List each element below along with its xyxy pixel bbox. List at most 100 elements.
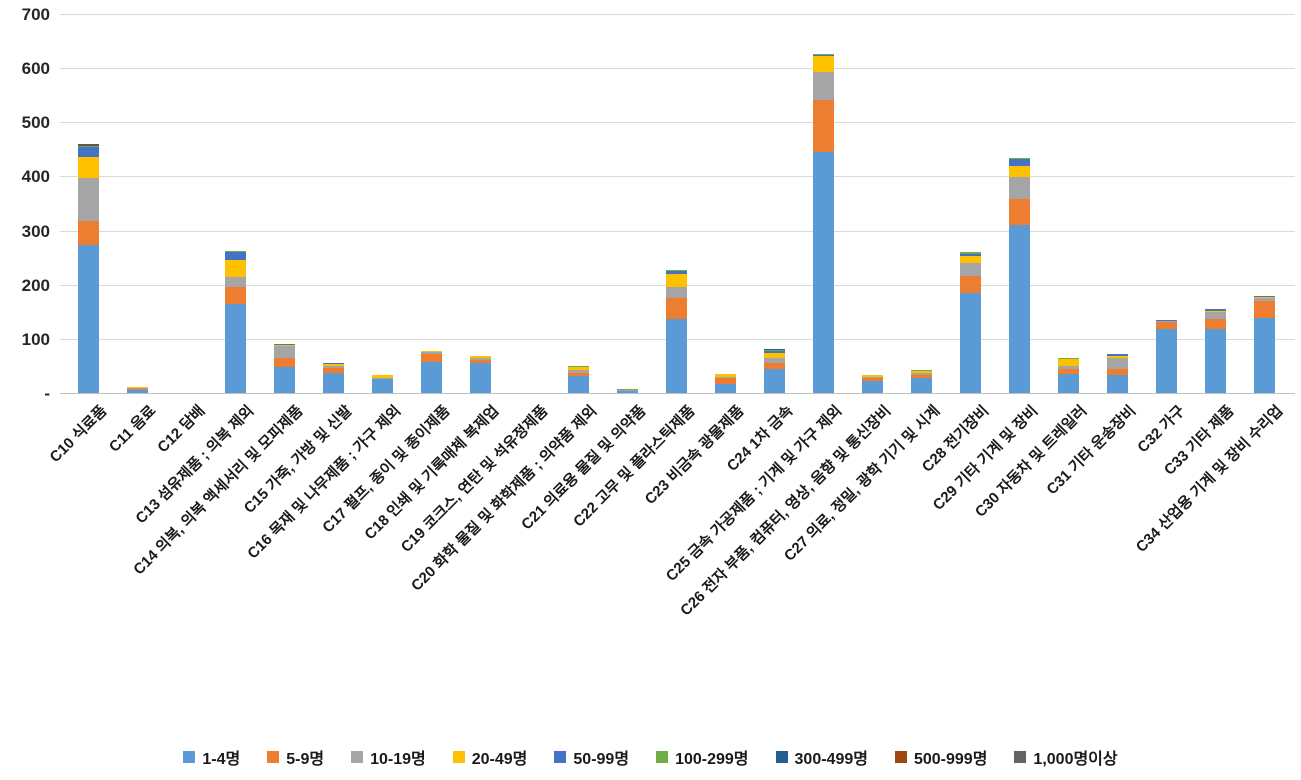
legend-marker-icon: [894, 751, 907, 763]
bar-segment: [813, 54, 834, 57]
bar-segment: [666, 286, 687, 298]
bar-segment: [568, 366, 589, 367]
bar-segment: [323, 365, 344, 369]
bar-segment: [1058, 358, 1079, 360]
legend-label: 1,000명이상: [1033, 751, 1118, 768]
bar-segment: [1205, 310, 1226, 313]
bar-segment: [960, 262, 981, 276]
bar-segment: [1107, 374, 1128, 393]
bar-segment: [421, 361, 442, 393]
bar-segment: [1156, 322, 1177, 330]
bar-segment: [78, 145, 99, 147]
legend-marker-icon: [351, 751, 364, 763]
bar-segment: [1107, 354, 1128, 357]
bar-segment: [960, 252, 981, 254]
bar-segment: [274, 367, 295, 393]
bar-segment: [78, 146, 99, 158]
bar-segment: [1009, 198, 1030, 226]
gridline-300: [60, 230, 1295, 232]
bar-segment: [617, 389, 638, 390]
bar-segment: [568, 375, 589, 393]
bar-segment: [323, 363, 344, 364]
bar-segment: [1205, 328, 1226, 393]
legend-item: 50-99명: [554, 745, 629, 769]
gridline-700: [60, 14, 1295, 15]
bar-segment: [1107, 358, 1128, 370]
bar-segment: [372, 377, 393, 379]
bar-segment: [225, 303, 246, 393]
bar-segment: [274, 344, 295, 346]
bar-segment: [421, 352, 442, 354]
bar-segment: [1156, 329, 1177, 393]
bar-segment: [274, 358, 295, 367]
bar-segment: [127, 387, 148, 389]
bar-segment: [470, 359, 491, 363]
legend-item: 1,000명이상: [1014, 745, 1118, 769]
legend-item: 300-499명: [775, 745, 868, 769]
bar-segment: [1205, 312, 1226, 319]
bar-segment: [764, 369, 785, 393]
bar-segment: [568, 372, 589, 376]
bar-segment: [470, 356, 491, 359]
bar-segment: [225, 251, 246, 253]
bar-segment: [225, 277, 246, 288]
legend-marker-icon: [267, 751, 280, 763]
bar-segment: [1254, 301, 1275, 319]
bar-segment: [1009, 158, 1030, 160]
legend-label: 500-999명: [913, 751, 988, 768]
legend-marker-icon: [183, 751, 196, 763]
bar-segment: [813, 53, 834, 55]
bar-segment: [1058, 366, 1079, 369]
bar-segment: [421, 354, 442, 362]
bar-segment: [911, 372, 932, 376]
bar-segment: [225, 287, 246, 304]
legend-marker-icon: [1014, 751, 1027, 763]
bar-segment: [764, 363, 785, 370]
y-axis-tick-label: 400: [21, 167, 50, 187]
bar-segment: [666, 297, 687, 319]
bar-segment: [764, 352, 785, 359]
bar-segment: [470, 358, 491, 360]
bar-segment: [1058, 374, 1079, 393]
bar-segment: [715, 383, 736, 393]
bar-segment: [1058, 368, 1079, 375]
bar-segment: [568, 367, 589, 371]
bar-segment: [274, 343, 295, 345]
bar-segment: [862, 378, 883, 381]
bar-segment: [1156, 320, 1177, 323]
bar-segment: [470, 362, 491, 393]
bar-segment: [666, 271, 687, 275]
bar-segment: [274, 345, 295, 359]
legend-marker-icon: [452, 751, 465, 763]
bar-segment: [78, 145, 99, 146]
legend-label: 10-19명: [370, 751, 426, 768]
legend-label: 50-99명: [573, 751, 630, 768]
legend: 1-4명 5-9명 10-19명 20-49명 50-99명 100-299명 300-49…: [0, 740, 1301, 774]
bar-segment: [1205, 309, 1226, 311]
bar-segment: [372, 378, 393, 380]
bar-segment: [813, 99, 834, 153]
bar-segment: [911, 375, 932, 378]
bar-segment: [813, 152, 834, 393]
bar-segment: [323, 363, 344, 366]
bar-segment: [862, 374, 883, 378]
gridline-600: [60, 68, 1295, 70]
bar-segment: [715, 374, 736, 378]
bar-segment: [764, 350, 785, 352]
bar-segment: [911, 369, 932, 371]
legend-marker-icon: [656, 751, 669, 763]
bar-segment: [78, 157, 99, 178]
bar-segment: [911, 370, 932, 373]
bar-segment: [1009, 225, 1030, 393]
bar-segment: [666, 270, 687, 272]
bar-segment: [1156, 320, 1177, 321]
bar-segment: [1009, 176, 1030, 199]
bar-segment: [323, 372, 344, 393]
bar-segment: [617, 390, 638, 393]
bar-segment: [127, 389, 148, 393]
bar-segment: [1009, 159, 1030, 166]
bar-segment: [421, 351, 442, 353]
bar-segment: [78, 245, 99, 393]
bar-segment: [78, 177, 99, 221]
